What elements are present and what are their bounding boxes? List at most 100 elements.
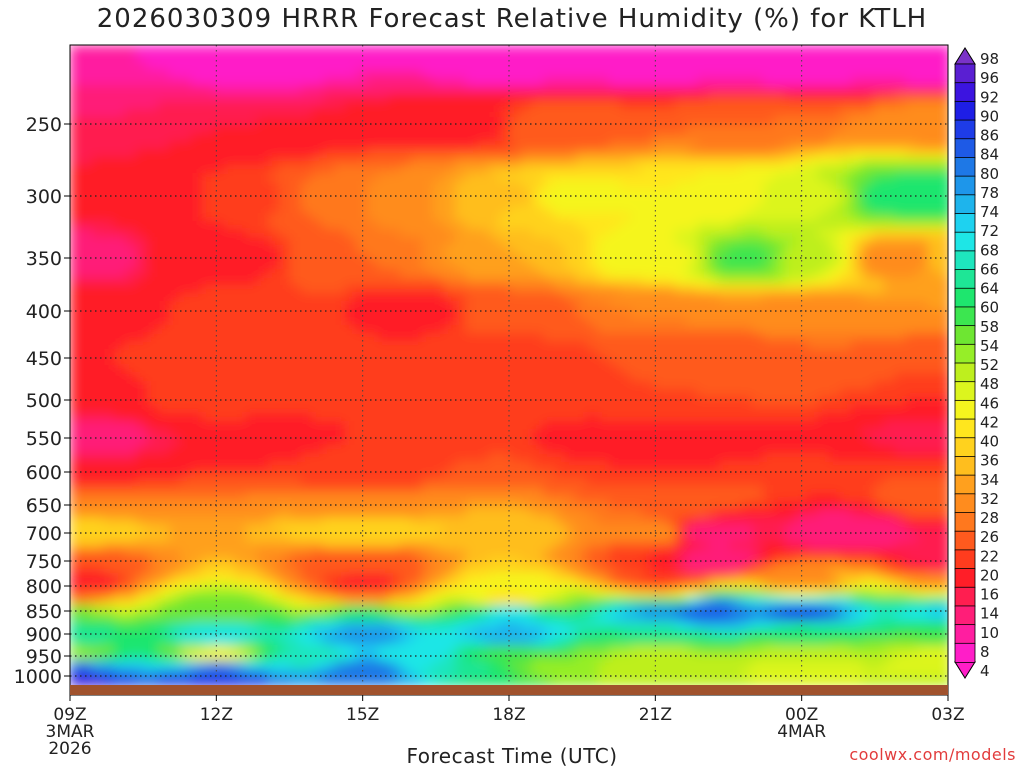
x-tick-sublabel: 3MAR: [46, 722, 95, 742]
colorbar-swatch: [954, 586, 976, 607]
y-tick-label: 450: [26, 348, 62, 370]
colorbar-label: 36: [980, 452, 999, 470]
colorbar-swatch: [954, 138, 976, 159]
x-tick-label: 12Z: [200, 705, 233, 725]
colorbar-swatch: [954, 437, 976, 458]
colorbar-swatch: [954, 287, 976, 308]
y-tick-label: 950: [26, 646, 62, 668]
colorbar-swatch: [954, 362, 976, 383]
y-tick-label: 550: [26, 428, 62, 450]
colorbar-swatch: [954, 624, 976, 645]
colorbar-label: 96: [980, 69, 999, 87]
colorbar-label: 14: [980, 605, 999, 623]
colorbar-label: 34: [980, 471, 999, 489]
colorbar-swatch: [954, 530, 976, 551]
colorbar-swatch: [954, 456, 976, 477]
colorbar-label: 10: [980, 624, 999, 642]
chart-title: 2026030309 HRRR Forecast Relative Humidi…: [96, 4, 928, 34]
colorbar-label: 54: [980, 337, 999, 355]
y-tick-label: 350: [26, 248, 62, 270]
colorbar-label: 40: [980, 433, 999, 451]
colorbar-label: 46: [980, 394, 999, 412]
colorbar-label: 84: [980, 146, 999, 164]
colorbar: 9896929086848078747268666460585452484642…: [954, 47, 999, 680]
gridlines: [70, 45, 948, 685]
colorbar-label: 60: [980, 299, 999, 317]
y-tick-label: 650: [26, 495, 62, 517]
colorbar-swatch: [954, 250, 976, 271]
colorbar-swatch: [954, 82, 976, 103]
colorbar-swatch: [954, 343, 976, 364]
colorbar-swatch: [954, 231, 976, 252]
colorbar-swatch: [954, 512, 976, 533]
colorbar-swatch: [954, 63, 976, 84]
colorbar-label: 78: [980, 184, 999, 202]
colorbar-label: 68: [980, 241, 999, 259]
colorbar-label: 66: [980, 260, 999, 278]
colorbar-swatch: [954, 381, 976, 402]
colorbar-label: 28: [980, 509, 999, 527]
x-tick-sublabel: 4MAR: [777, 722, 826, 742]
colorbar-swatch: [954, 549, 976, 570]
colorbar-swatch: [954, 399, 976, 420]
colorbar-label: 8: [980, 643, 990, 661]
colorbar-swatch: [954, 474, 976, 495]
axes: 250 300 350 400 450 500 550 600 650 700 750 800 850 9…: [14, 44, 965, 759]
colorbar-swatch: [954, 157, 976, 178]
colorbar-swatch: [954, 175, 976, 196]
y-tick-label: 600: [26, 462, 62, 484]
colorbar-top-arrow: [954, 47, 976, 65]
colorbar-label: 72: [980, 222, 999, 240]
colorbar-label: 80: [980, 165, 999, 183]
colorbar-label: 16: [980, 586, 999, 604]
colorbar-swatch: [954, 418, 976, 439]
colorbar-swatch: [954, 306, 976, 327]
colorbar-swatch: [954, 100, 976, 121]
colorbar-swatch: [954, 493, 976, 514]
colorbar-label: 74: [980, 203, 999, 221]
colorbar-label: 20: [980, 566, 999, 584]
colorbar-label: 92: [980, 88, 999, 106]
colorbar-label: 90: [980, 107, 999, 125]
colorbar-label: 26: [980, 528, 999, 546]
ground-strip: [70, 685, 948, 695]
x-axis-label: Forecast Time (UTC): [406, 744, 618, 768]
y-tick-label: 700: [26, 523, 62, 545]
colorbar-label: 32: [980, 490, 999, 508]
x-tick-label: 15Z: [346, 705, 379, 725]
colorbar-label: 48: [980, 375, 999, 393]
y-tick-label: 1000: [14, 666, 62, 688]
colorbar-label: 52: [980, 356, 999, 374]
colorbar-swatch: [954, 194, 976, 215]
colorbar-label: 22: [980, 547, 999, 565]
y-tick-label: 750: [26, 551, 62, 573]
y-tick-label: 850: [26, 601, 62, 623]
y-tick-label: 800: [26, 576, 62, 598]
x-tick-label: 03Z: [931, 705, 964, 725]
colorbar-swatch: [954, 568, 976, 589]
x-tick-label: 00Z: [785, 705, 818, 725]
colorbar-bottom-arrow: [954, 661, 976, 679]
colorbar-label: 98: [980, 50, 999, 68]
colorbar-swatch: [954, 119, 976, 140]
colorbar-swatch: [954, 213, 976, 234]
colorbar-swatch: [954, 269, 976, 290]
colorbar-label: 4: [980, 662, 990, 680]
x-tick-label: 09Z: [53, 705, 86, 725]
colorbar-swatch: [954, 605, 976, 626]
y-tick-label: 500: [26, 390, 62, 412]
x-tick-label: 18Z: [492, 705, 525, 725]
colorbar-label: 58: [980, 318, 999, 336]
y-tick-label: 250: [26, 114, 62, 136]
colorbar-label: 86: [980, 127, 999, 145]
y-tick-label: 300: [26, 186, 62, 208]
colorbar-label: 64: [980, 280, 999, 298]
x-tick-sublabel: 2026: [48, 739, 91, 759]
y-tick-label: 400: [26, 301, 62, 323]
credit-text: coolwx.com/models: [849, 745, 1016, 764]
colorbar-swatch: [954, 325, 976, 346]
colorbar-label: 42: [980, 413, 999, 431]
rh-field: [70, 45, 948, 685]
colorbar-swatch: [954, 642, 976, 663]
